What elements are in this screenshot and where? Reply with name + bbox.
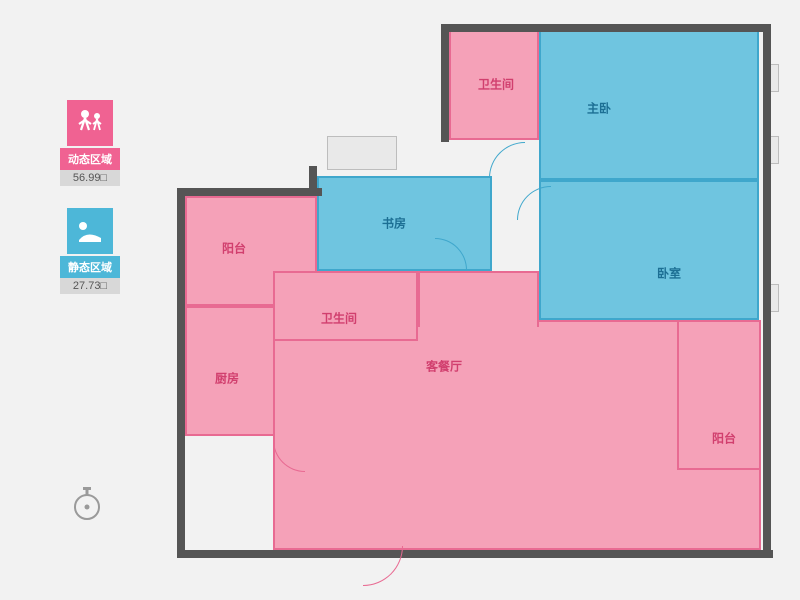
room-label-bathroom2: 卫生间 [321, 310, 357, 327]
room-kitchen: 厨房 [185, 306, 275, 436]
room-master_bed: 主卧 [539, 30, 759, 180]
room-label-study: 书房 [382, 215, 406, 232]
wall [441, 24, 449, 142]
room-study: 书房 [317, 176, 492, 271]
wall [763, 24, 771, 552]
legend-static-value: 27.73□ [60, 278, 120, 294]
door-arc [489, 142, 525, 178]
window [327, 136, 397, 170]
wall [441, 24, 771, 32]
wall [177, 550, 773, 558]
legend-static: 静态区域 27.73□ [55, 208, 125, 294]
legend-static-label: 静态区域 [60, 256, 120, 278]
room-label-master_bed: 主卧 [587, 100, 611, 117]
room-label-kitchen: 厨房 [215, 370, 239, 387]
legend-dynamic-value: 56.99□ [60, 170, 120, 186]
wall [177, 188, 185, 558]
legend-panel: 动态区域 56.99□ 静态区域 27.73□ [55, 100, 125, 316]
room-label-bedroom2: 卧室 [657, 265, 681, 282]
compass-icon [68, 485, 106, 523]
room-balcony2: 阳台 [677, 320, 761, 470]
rest-icon [67, 208, 113, 254]
room-bedroom2: 卧室 [539, 180, 759, 320]
wall [309, 166, 317, 196]
door-arc [517, 186, 551, 220]
people-icon [67, 100, 113, 146]
door-arc [363, 546, 403, 586]
room-living_ext [418, 271, 539, 327]
room-label-balcony2: 阳台 [712, 430, 736, 447]
room-bathroom1: 卫生间 [449, 30, 539, 140]
room-label-bathroom1: 卫生间 [478, 76, 514, 93]
room-bathroom2: 卫生间 [273, 271, 418, 341]
legend-dynamic-label: 动态区域 [60, 148, 120, 170]
wall [177, 188, 322, 196]
legend-dynamic: 动态区域 56.99□ [55, 100, 125, 186]
floor-plan: 卫生间主卧书房卧室阳台卫生间厨房客餐厅阳台 [177, 16, 777, 576]
room-label-living: 客餐厅 [426, 358, 462, 375]
room-label-balcony1: 阳台 [222, 240, 246, 257]
